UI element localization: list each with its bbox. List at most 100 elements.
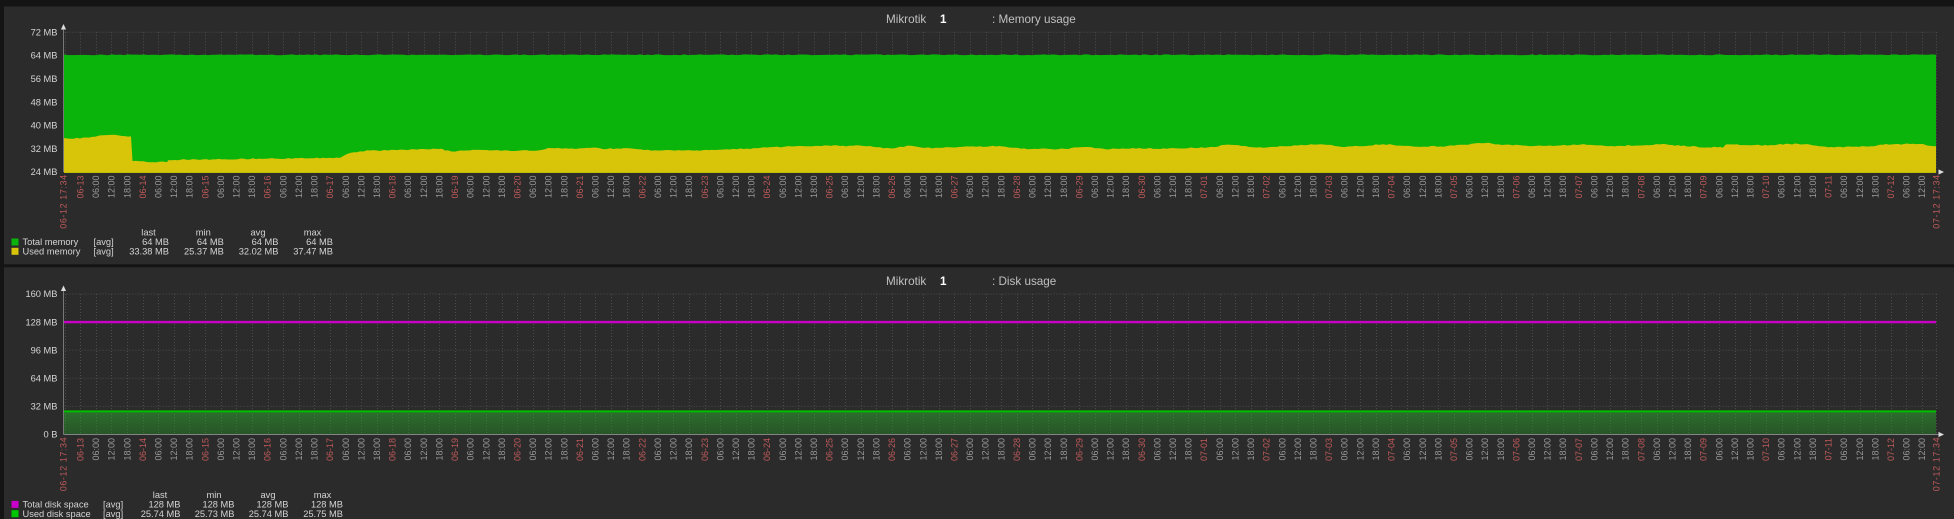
svg-text:06:00: 06:00 <box>1652 176 1662 199</box>
svg-text:06:00: 06:00 <box>1902 438 1912 461</box>
svg-text:07-04: 07-04 <box>1387 438 1397 461</box>
svg-text:40 MB: 40 MB <box>31 121 58 131</box>
svg-text:1: 1 <box>940 275 947 288</box>
svg-text:64 MB: 64 MB <box>31 374 58 384</box>
svg-text:12:00: 12:00 <box>1293 176 1303 199</box>
svg-text:12:00: 12:00 <box>1168 438 1178 461</box>
svg-text:12:00: 12:00 <box>731 176 741 199</box>
svg-text:Used memory: Used memory <box>23 247 81 257</box>
svg-text:18:00: 18:00 <box>809 438 819 461</box>
svg-text:18:00: 18:00 <box>122 176 132 199</box>
svg-text:06:00: 06:00 <box>903 176 913 199</box>
svg-text:18:00: 18:00 <box>1371 176 1381 199</box>
svg-text:12:00: 12:00 <box>1605 438 1615 461</box>
svg-text:18:00: 18:00 <box>1246 176 1256 199</box>
svg-text:18:00: 18:00 <box>1059 176 1069 199</box>
svg-text:12:00: 12:00 <box>669 438 679 461</box>
svg-text:18:00: 18:00 <box>559 438 569 461</box>
svg-text:48 MB: 48 MB <box>31 97 58 107</box>
svg-text:07-03: 07-03 <box>1324 176 1334 199</box>
svg-text:18:00: 18:00 <box>747 176 757 199</box>
svg-text:32 MB: 32 MB <box>31 402 58 412</box>
svg-text:06:00: 06:00 <box>1839 176 1849 199</box>
svg-text:06-15: 06-15 <box>200 438 210 461</box>
svg-text:06-30: 06-30 <box>1137 176 1147 199</box>
svg-text:18:00: 18:00 <box>1683 176 1693 199</box>
svg-text:06:00: 06:00 <box>778 176 788 199</box>
svg-text:06-12 17:34: 06-12 17:34 <box>59 437 69 491</box>
svg-text:07-05: 07-05 <box>1449 176 1459 199</box>
svg-text:25.75 MB: 25.75 MB <box>303 509 343 519</box>
svg-text:06:00: 06:00 <box>1902 176 1912 199</box>
svg-text:12:00: 12:00 <box>169 438 179 461</box>
svg-text:12:00: 12:00 <box>419 176 429 199</box>
svg-text:12:00: 12:00 <box>1231 176 1241 199</box>
svg-text:25.73 MB: 25.73 MB <box>195 509 235 519</box>
svg-text:07-12 17:34: 07-12 17:34 <box>1932 437 1942 491</box>
svg-text:06:00: 06:00 <box>591 438 601 461</box>
svg-text:06:00: 06:00 <box>1714 438 1724 461</box>
svg-text:06-17: 06-17 <box>325 176 335 199</box>
svg-text:1: 1 <box>940 13 947 26</box>
svg-text:18:00: 18:00 <box>872 176 882 199</box>
svg-text:06-14: 06-14 <box>138 438 148 461</box>
svg-text:07-12: 07-12 <box>1886 438 1896 461</box>
svg-text:06-14: 06-14 <box>138 176 148 199</box>
svg-text:06-18: 06-18 <box>388 176 398 199</box>
svg-text:06:00: 06:00 <box>91 176 101 199</box>
svg-text:06:00: 06:00 <box>216 438 226 461</box>
svg-text:18:00: 18:00 <box>372 176 382 199</box>
svg-text:12:00: 12:00 <box>1543 438 1553 461</box>
svg-text:[avg]: [avg] <box>94 247 114 257</box>
svg-text:12:00: 12:00 <box>918 176 928 199</box>
svg-text:06-26: 06-26 <box>887 176 897 199</box>
svg-text:18:00: 18:00 <box>1309 438 1319 461</box>
svg-text:18:00: 18:00 <box>872 438 882 461</box>
svg-text:12:00: 12:00 <box>544 438 554 461</box>
svg-text:12:00: 12:00 <box>356 176 366 199</box>
svg-text:min: min <box>196 228 211 238</box>
svg-text:: Memory usage: : Memory usage <box>992 13 1076 26</box>
svg-text:06-13: 06-13 <box>75 438 85 461</box>
svg-text:06:00: 06:00 <box>341 438 351 461</box>
svg-text:18:00: 18:00 <box>622 176 632 199</box>
svg-text:18:00: 18:00 <box>684 438 694 461</box>
svg-text:avg: avg <box>251 228 266 238</box>
svg-text:07-01: 07-01 <box>1199 176 1209 199</box>
svg-text:18:00: 18:00 <box>1870 176 1880 199</box>
svg-text:18:00: 18:00 <box>1433 438 1443 461</box>
svg-text:07-11: 07-11 <box>1824 176 1834 198</box>
svg-text:32 MB: 32 MB <box>31 144 58 154</box>
svg-text:06-28: 06-28 <box>1012 176 1022 199</box>
svg-text:06:00: 06:00 <box>154 438 164 461</box>
svg-text:07-08: 07-08 <box>1636 438 1646 461</box>
svg-text:06:00: 06:00 <box>216 176 226 199</box>
svg-text:06-25: 06-25 <box>825 176 835 199</box>
svg-text:18:00: 18:00 <box>684 176 694 199</box>
svg-text:07-05: 07-05 <box>1449 438 1459 461</box>
svg-text:06-13: 06-13 <box>75 176 85 199</box>
svg-text:06:00: 06:00 <box>466 438 476 461</box>
svg-text:12:00: 12:00 <box>1855 176 1865 199</box>
svg-text:12:00: 12:00 <box>1605 176 1615 199</box>
svg-text:12:00: 12:00 <box>1043 438 1053 461</box>
svg-text:64 MB: 64 MB <box>252 237 279 247</box>
svg-text:12:00: 12:00 <box>606 176 616 199</box>
svg-text:06-27: 06-27 <box>950 438 960 461</box>
svg-text:06:00: 06:00 <box>965 438 975 461</box>
svg-text:06:00: 06:00 <box>1714 176 1724 199</box>
svg-text:06:00: 06:00 <box>903 438 913 461</box>
svg-text:18:00: 18:00 <box>497 176 507 199</box>
svg-text:18:00: 18:00 <box>1246 438 1256 461</box>
svg-text:72 MB: 72 MB <box>31 27 58 37</box>
svg-text:18:00: 18:00 <box>185 176 195 199</box>
svg-text:128 MB: 128 MB <box>148 500 180 510</box>
svg-text:12:00: 12:00 <box>856 438 866 461</box>
svg-text:12:00: 12:00 <box>793 176 803 199</box>
svg-text:12:00: 12:00 <box>481 438 491 461</box>
svg-text:18:00: 18:00 <box>1433 176 1443 199</box>
svg-text:06-12 17:34: 06-12 17:34 <box>59 174 69 228</box>
svg-text:06:00: 06:00 <box>278 176 288 199</box>
svg-text:06-25: 06-25 <box>825 438 835 461</box>
svg-text:12:00: 12:00 <box>1792 438 1802 461</box>
